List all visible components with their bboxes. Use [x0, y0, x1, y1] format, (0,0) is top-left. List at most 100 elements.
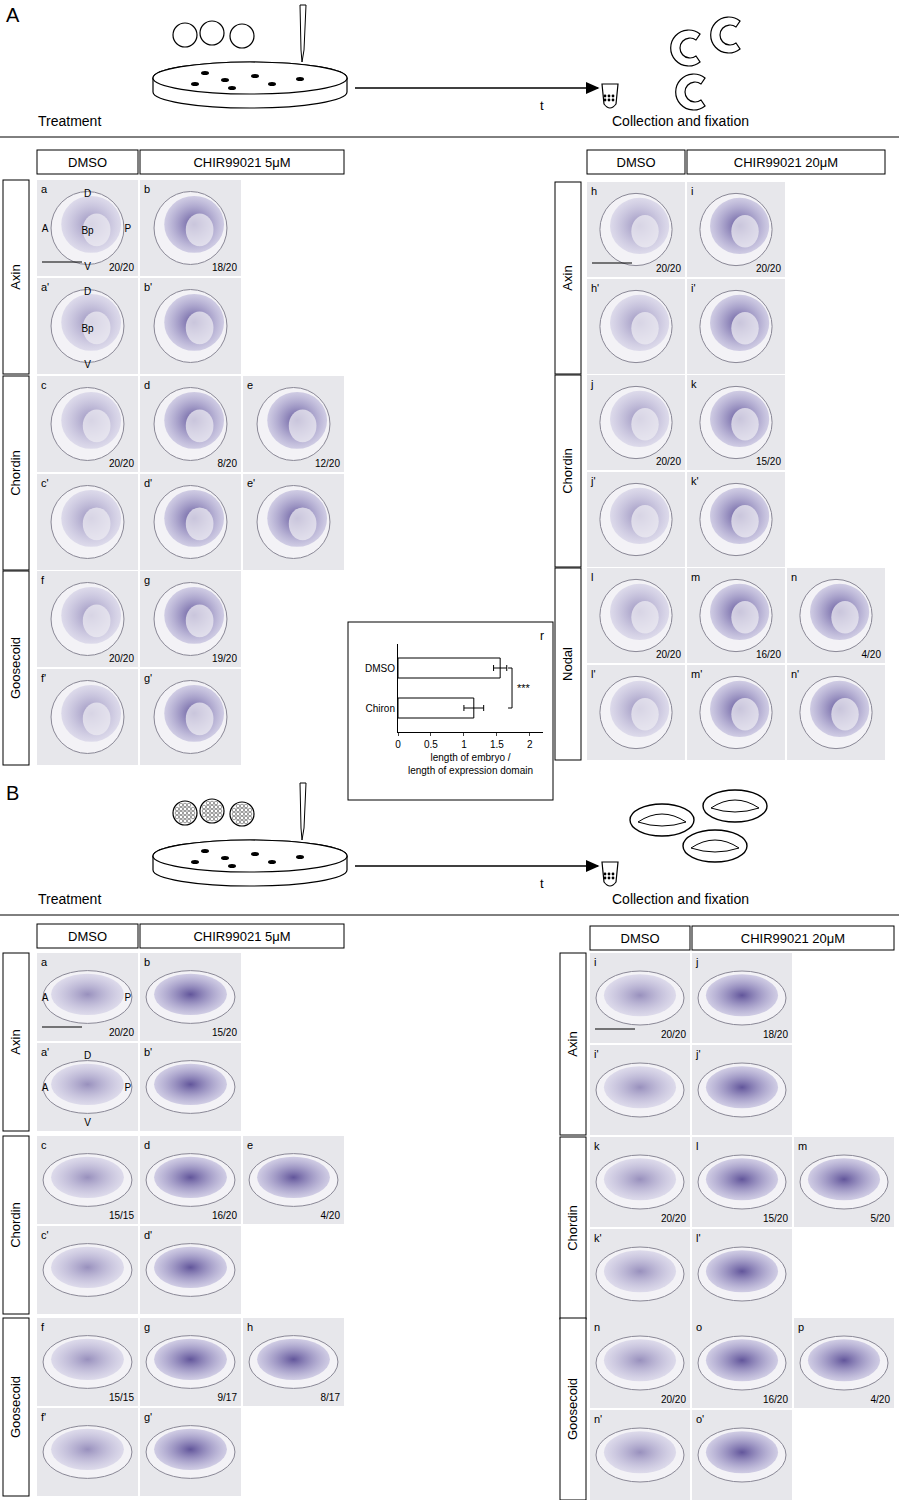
- svg-text:f': f': [41, 1411, 46, 1423]
- svg-text:a: a: [41, 183, 48, 195]
- svg-text:Chordin: Chordin: [560, 448, 575, 494]
- svg-text:i': i': [594, 1048, 599, 1060]
- svg-text:d: d: [144, 379, 150, 391]
- svg-text:4/20: 4/20: [871, 1394, 891, 1405]
- svg-text:m: m: [798, 1140, 807, 1152]
- svg-text:CHIR99021 5μM: CHIR99021 5μM: [193, 155, 290, 170]
- svg-text:15/20: 15/20: [763, 1213, 788, 1224]
- svg-text:i: i: [691, 185, 693, 197]
- svg-text:A: A: [42, 1082, 49, 1093]
- svg-text:20/20: 20/20: [661, 1394, 686, 1405]
- svg-text:Nodal: Nodal: [560, 647, 575, 681]
- svg-text:D: D: [84, 286, 91, 297]
- svg-text:0.5: 0.5: [424, 739, 438, 750]
- svg-text:DMSO: DMSO: [68, 155, 107, 170]
- svg-text:b': b': [144, 281, 152, 293]
- svg-text:8/17: 8/17: [321, 1392, 341, 1403]
- svg-text:g: g: [144, 1321, 150, 1333]
- svg-text:e: e: [247, 379, 253, 391]
- svg-text:V: V: [84, 1117, 91, 1128]
- svg-text:Axin: Axin: [8, 264, 23, 289]
- svg-text:d: d: [144, 1139, 150, 1151]
- svg-text:1.5: 1.5: [490, 739, 504, 750]
- svg-text:g: g: [144, 574, 150, 586]
- svg-text:l: l: [591, 571, 593, 583]
- svg-text:d': d': [144, 1229, 152, 1241]
- svg-text:Chordin: Chordin: [8, 450, 23, 496]
- svg-text:length of embryo /length of ex: length of embryo /length of expression d…: [408, 752, 533, 776]
- svg-text:16/20: 16/20: [212, 1210, 237, 1221]
- svg-text:20/20: 20/20: [656, 649, 681, 660]
- svg-text:m: m: [691, 571, 700, 583]
- svg-text:e': e': [247, 477, 255, 489]
- svg-text:l': l': [591, 668, 596, 680]
- svg-text:A: A: [6, 4, 20, 26]
- svg-text:a': a': [41, 1046, 49, 1058]
- svg-text:20/20: 20/20: [109, 458, 134, 469]
- svg-text:l: l: [696, 1140, 698, 1152]
- svg-text:k: k: [594, 1140, 600, 1152]
- svg-text:Goosecoid: Goosecoid: [8, 1376, 23, 1438]
- svg-text:Axin: Axin: [565, 1031, 580, 1056]
- svg-text:j: j: [695, 956, 698, 968]
- svg-text:h: h: [247, 1321, 253, 1333]
- svg-text:j': j': [590, 475, 596, 487]
- svg-text:Collection and fixation: Collection and fixation: [612, 113, 749, 129]
- svg-text:i': i': [691, 282, 696, 294]
- svg-text:4/20: 4/20: [862, 649, 882, 660]
- svg-text:20/20: 20/20: [109, 1027, 134, 1038]
- svg-text:d': d': [144, 477, 152, 489]
- svg-text:Axin: Axin: [8, 1029, 23, 1054]
- svg-text:j': j': [695, 1048, 701, 1060]
- svg-text:e: e: [247, 1139, 253, 1151]
- svg-text:n: n: [594, 1321, 600, 1333]
- svg-text:D: D: [84, 188, 91, 199]
- svg-text:A: A: [42, 223, 49, 234]
- svg-text:r: r: [540, 629, 544, 643]
- svg-text:t: t: [540, 876, 544, 891]
- svg-text:b': b': [144, 1046, 152, 1058]
- svg-text:V: V: [84, 261, 91, 272]
- svg-text:Bp: Bp: [81, 225, 94, 236]
- svg-text:b: b: [144, 956, 150, 968]
- svg-text:c: c: [41, 1139, 47, 1151]
- svg-text:CHIR99021 20μM: CHIR99021 20μM: [741, 931, 845, 946]
- svg-text:P: P: [125, 992, 132, 1003]
- svg-text:j: j: [590, 378, 593, 390]
- svg-text:f: f: [41, 1321, 45, 1333]
- svg-text:c': c': [41, 1229, 49, 1241]
- svg-text:a: a: [41, 956, 48, 968]
- svg-text:16/20: 16/20: [756, 649, 781, 660]
- svg-text:i: i: [594, 956, 596, 968]
- svg-text:f': f': [41, 672, 46, 684]
- svg-text:Chordin: Chordin: [8, 1202, 23, 1248]
- svg-text:19/20: 19/20: [212, 653, 237, 664]
- svg-text:0: 0: [395, 739, 401, 750]
- svg-text:Chiron: Chiron: [366, 703, 395, 714]
- svg-text:c': c': [41, 477, 49, 489]
- svg-text:k': k': [594, 1232, 602, 1244]
- svg-text:Chordin: Chordin: [565, 1205, 580, 1251]
- svg-text:n': n': [791, 668, 799, 680]
- svg-text:2: 2: [527, 739, 533, 750]
- svg-text:9/17: 9/17: [218, 1392, 238, 1403]
- svg-text:n': n': [594, 1413, 602, 1425]
- svg-text:Goosecoid: Goosecoid: [565, 1378, 580, 1440]
- svg-text:A: A: [42, 992, 49, 1003]
- svg-text:c: c: [41, 379, 47, 391]
- svg-text:Bp: Bp: [81, 323, 94, 334]
- svg-text:Treatment: Treatment: [38, 113, 101, 129]
- svg-text:P: P: [125, 223, 132, 234]
- svg-text:20/20: 20/20: [109, 262, 134, 273]
- svg-text:V: V: [84, 359, 91, 370]
- svg-text:g': g': [144, 1411, 152, 1423]
- svg-text:h': h': [591, 282, 599, 294]
- svg-text:20/20: 20/20: [656, 456, 681, 467]
- svg-text:8/20: 8/20: [218, 458, 238, 469]
- svg-text:20/20: 20/20: [756, 263, 781, 274]
- svg-text:DMSO: DMSO: [617, 155, 656, 170]
- svg-text:P: P: [125, 1082, 132, 1093]
- svg-text:1: 1: [461, 739, 467, 750]
- svg-text:Treatment: Treatment: [38, 891, 101, 907]
- svg-text:15/15: 15/15: [109, 1392, 134, 1403]
